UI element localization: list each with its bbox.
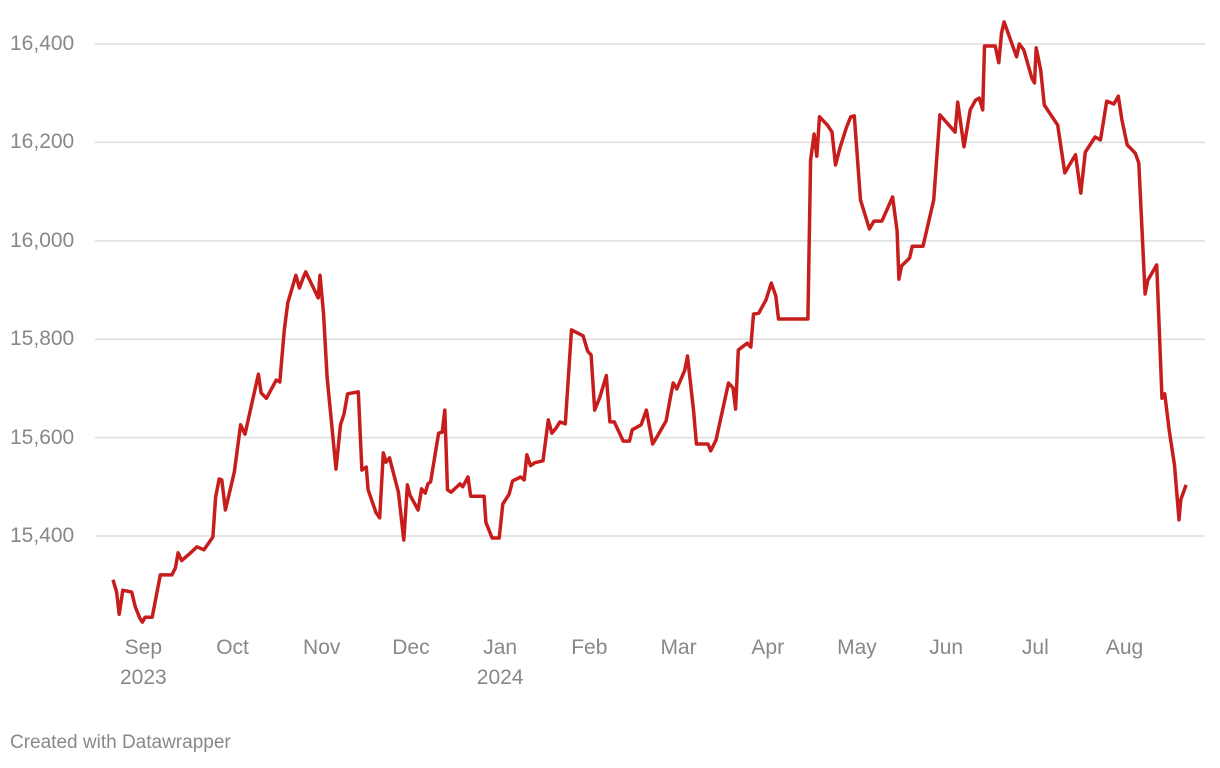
x-tick-label: Dec	[392, 636, 430, 659]
x-tick-label: Apr	[751, 636, 785, 659]
x-tick-label: Jun	[929, 636, 964, 659]
footer: Created with Datawrapper	[10, 732, 231, 753]
y-tick-label: 15,400	[10, 524, 75, 548]
x-tick-label: Jan 2024	[476, 636, 524, 689]
y-tick-label: 15,600	[10, 425, 75, 449]
x-tick-label: Aug	[1105, 636, 1144, 659]
x-tick-label: Feb	[571, 636, 608, 659]
x-tick-label: Sep 2023	[119, 636, 167, 689]
y-tick-label: 16,200	[10, 130, 75, 154]
x-tick-label: Nov	[303, 636, 341, 659]
y-tick-label: 15,800	[10, 327, 75, 351]
x-tick-label: May	[837, 636, 877, 659]
line	[111, 20, 1188, 624]
y-tick-label: 16,400	[10, 32, 75, 55]
x-tick-label: Jul	[1021, 636, 1049, 659]
y-tick-label: 16,000	[10, 228, 75, 252]
x-tick-label: Oct	[216, 636, 249, 659]
x-tick-label: Mar	[660, 636, 697, 659]
